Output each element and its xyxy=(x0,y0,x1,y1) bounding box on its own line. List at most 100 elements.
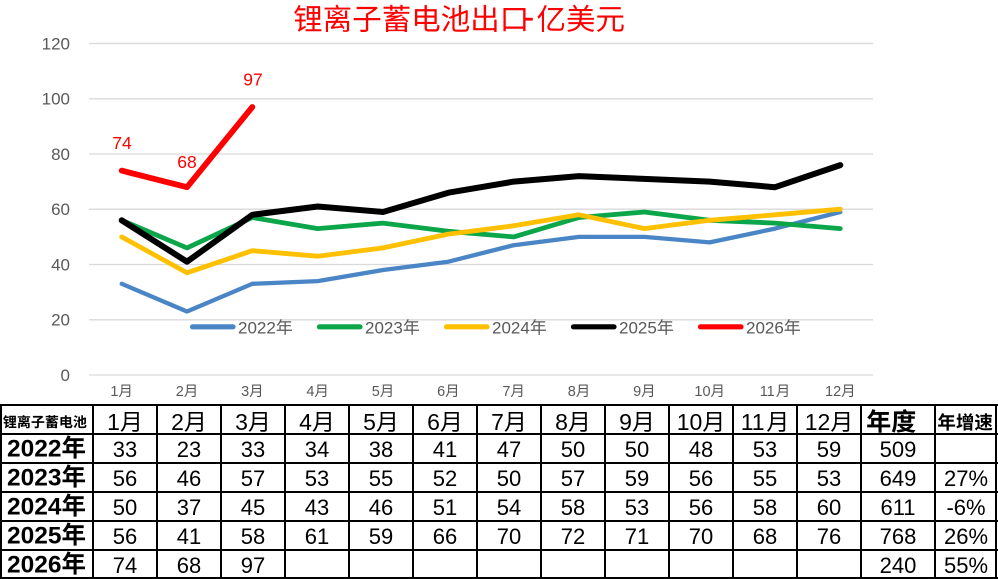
svg-text:2024: 2024 xyxy=(492,319,530,338)
svg-text:58: 58 xyxy=(561,495,585,520)
svg-text:611: 611 xyxy=(880,495,915,520)
svg-text:55: 55 xyxy=(753,466,777,491)
svg-text:33: 33 xyxy=(241,437,265,462)
svg-text:55%: 55% xyxy=(944,553,988,578)
svg-text:2024: 2024 xyxy=(7,493,62,520)
svg-text:47: 47 xyxy=(497,437,521,462)
svg-text:41: 41 xyxy=(177,524,201,549)
svg-text:1: 1 xyxy=(110,384,118,400)
svg-text:12: 12 xyxy=(825,384,841,400)
svg-text:6: 6 xyxy=(437,384,445,400)
svg-text:8: 8 xyxy=(568,384,576,400)
svg-text:71: 71 xyxy=(625,524,649,549)
svg-text:5: 5 xyxy=(372,384,380,400)
svg-text:2025: 2025 xyxy=(7,522,62,549)
svg-text:2: 2 xyxy=(171,409,184,435)
svg-text:59: 59 xyxy=(817,437,841,462)
svg-text:8: 8 xyxy=(555,409,568,435)
svg-text:52: 52 xyxy=(433,466,457,491)
svg-text:50: 50 xyxy=(561,437,585,462)
svg-text:60: 60 xyxy=(817,495,841,520)
svg-text:45: 45 xyxy=(241,495,265,520)
svg-text:649: 649 xyxy=(880,466,917,491)
svg-text:41: 41 xyxy=(433,437,457,462)
svg-text:59: 59 xyxy=(625,466,649,491)
svg-text:34: 34 xyxy=(305,437,329,462)
svg-text:46: 46 xyxy=(369,495,393,520)
svg-text:240: 240 xyxy=(880,553,917,578)
svg-text:7: 7 xyxy=(502,384,510,400)
svg-text:2025: 2025 xyxy=(619,319,657,338)
svg-text:38: 38 xyxy=(369,437,393,462)
svg-text:33: 33 xyxy=(113,437,137,462)
svg-text:60: 60 xyxy=(51,200,70,219)
svg-text:68: 68 xyxy=(177,152,196,172)
svg-text:23: 23 xyxy=(177,437,201,462)
svg-text:50: 50 xyxy=(497,466,521,491)
svg-text:9: 9 xyxy=(633,384,641,400)
svg-text:58: 58 xyxy=(753,495,777,520)
svg-text:2: 2 xyxy=(176,384,184,400)
svg-text:120: 120 xyxy=(42,34,70,53)
svg-text:46: 46 xyxy=(177,466,201,491)
svg-text:20: 20 xyxy=(51,311,70,330)
svg-text:56: 56 xyxy=(113,524,137,549)
svg-text:97: 97 xyxy=(241,553,265,578)
svg-text:3: 3 xyxy=(235,409,248,435)
svg-text:80: 80 xyxy=(51,145,70,164)
svg-text:72: 72 xyxy=(561,524,585,549)
svg-text:68: 68 xyxy=(177,553,201,578)
svg-text:70: 70 xyxy=(497,524,521,549)
svg-text:768: 768 xyxy=(880,524,917,549)
svg-text:-6%: -6% xyxy=(946,495,985,520)
svg-text:57: 57 xyxy=(561,466,585,491)
svg-text:74: 74 xyxy=(112,133,132,153)
svg-text:12: 12 xyxy=(805,409,831,435)
svg-text:57: 57 xyxy=(241,466,265,491)
svg-text:2023: 2023 xyxy=(365,319,403,338)
svg-text:2023: 2023 xyxy=(7,464,62,491)
svg-text:53: 53 xyxy=(625,495,649,520)
svg-text:50: 50 xyxy=(113,495,137,520)
svg-text:56: 56 xyxy=(689,466,713,491)
svg-text:4: 4 xyxy=(306,384,314,400)
svg-text:56: 56 xyxy=(113,466,137,491)
svg-text:100: 100 xyxy=(42,90,70,109)
svg-text:37: 37 xyxy=(177,495,201,520)
svg-text:53: 53 xyxy=(753,437,777,462)
svg-text:26%: 26% xyxy=(944,524,988,549)
svg-text:509: 509 xyxy=(880,437,917,462)
svg-text:74: 74 xyxy=(113,553,137,578)
svg-text:54: 54 xyxy=(497,495,521,520)
svg-text:68: 68 xyxy=(753,524,777,549)
svg-text:50: 50 xyxy=(625,437,649,462)
svg-text:2022: 2022 xyxy=(238,319,276,338)
svg-text:97: 97 xyxy=(243,70,262,90)
svg-text:40: 40 xyxy=(51,255,70,274)
svg-text:11: 11 xyxy=(760,384,775,400)
svg-text:53: 53 xyxy=(817,466,841,491)
svg-text:27%: 27% xyxy=(944,466,988,491)
svg-text:56: 56 xyxy=(689,495,713,520)
svg-text:61: 61 xyxy=(305,524,329,549)
svg-text:4: 4 xyxy=(299,409,312,435)
svg-text:9: 9 xyxy=(619,409,632,435)
svg-text:10: 10 xyxy=(694,384,710,400)
svg-text:59: 59 xyxy=(369,524,393,549)
svg-text:53: 53 xyxy=(305,466,329,491)
svg-text:7: 7 xyxy=(491,409,504,435)
svg-text:1: 1 xyxy=(107,409,120,435)
svg-text:2026: 2026 xyxy=(7,551,62,578)
svg-text:70: 70 xyxy=(689,524,713,549)
svg-text:66: 66 xyxy=(433,524,457,549)
svg-text:10: 10 xyxy=(677,409,703,435)
svg-text:6: 6 xyxy=(427,409,440,435)
svg-text:11: 11 xyxy=(741,409,765,435)
svg-text:58: 58 xyxy=(241,524,265,549)
svg-text:51: 51 xyxy=(433,495,457,520)
svg-text:76: 76 xyxy=(817,524,841,549)
svg-text:43: 43 xyxy=(305,495,329,520)
svg-text:2022: 2022 xyxy=(7,435,62,462)
svg-text:5: 5 xyxy=(363,409,376,435)
svg-text:3: 3 xyxy=(241,384,249,400)
